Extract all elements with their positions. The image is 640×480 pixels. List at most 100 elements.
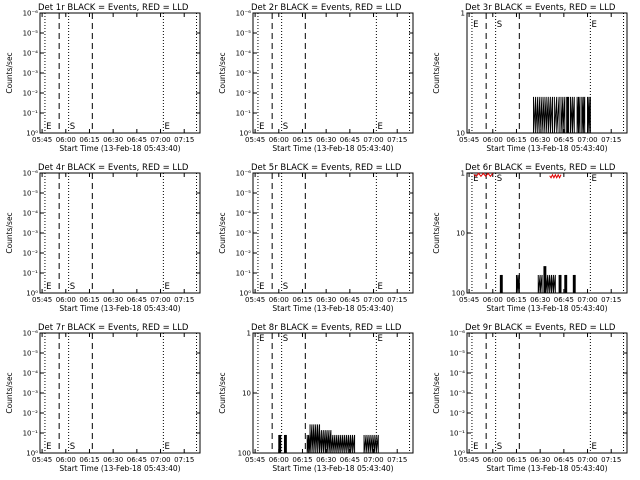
marker-e: E	[165, 122, 170, 132]
marker-e: E	[378, 122, 383, 132]
lld-series	[473, 172, 494, 178]
x-tick-label: 07:15	[387, 296, 407, 304]
x-tick-label: 07:00	[150, 136, 170, 144]
y-tick-label: 10⁰	[26, 290, 38, 298]
y-tick-label: 10⁻¹	[23, 270, 39, 278]
x-tick-label: 05:45	[32, 296, 52, 304]
x-tick-label: 05:45	[245, 136, 265, 144]
x-tick-label: 06:00	[483, 136, 503, 144]
y-tick-label: 1	[461, 170, 465, 178]
y-tick-label: 10⁻⁵	[23, 350, 39, 358]
x-tick-label: 07:15	[174, 296, 194, 304]
y-tick-label: 10⁰	[239, 290, 251, 298]
x-tick-label: 06:45	[554, 136, 574, 144]
y-tick-label: 10	[456, 230, 465, 238]
panel-title: Det 6r BLACK = Events, RED = LLD	[465, 163, 616, 173]
lld-series	[549, 173, 562, 179]
chart-panel-9: Det 9r BLACK = Events, RED = LLD 10⁰ 10⁻¹ 1…	[432, 323, 628, 473]
y-tick-label: 10⁻⁶	[23, 10, 39, 18]
marker-s: S	[497, 174, 502, 184]
x-tick-label: 07:15	[601, 296, 621, 304]
marker-e: E	[165, 282, 170, 292]
x-tick-label: 07:00	[150, 296, 170, 304]
y-tick-label: 10⁻⁵	[450, 350, 466, 358]
y-tick-label: 100	[238, 450, 251, 458]
x-tick-label: 06:00	[483, 296, 503, 304]
y-tick-label: 10⁻⁵	[23, 30, 39, 38]
x-axis-label: Start Time (13-Feb-18 05:43:40)	[59, 464, 180, 473]
x-tick-label: 06:15	[79, 136, 99, 144]
x-tick-label: 07:15	[601, 456, 621, 464]
marker-e: E	[473, 174, 478, 184]
marker-e: E	[259, 122, 264, 132]
panel-title: Det 4r BLACK = Events, RED = LLD	[38, 163, 189, 173]
events-series	[330, 434, 356, 454]
y-tick-label: 1	[461, 10, 465, 18]
chart-panel-2: Det 2r BLACK = Events, RED = LLD 10⁰ 10⁻¹ 1…	[218, 3, 414, 153]
y-tick-label: 10⁻¹	[236, 270, 252, 278]
y-axis-label: Counts/sec	[5, 212, 14, 253]
y-tick-label: 10⁻⁴	[236, 210, 252, 218]
x-tick-label: 06:15	[506, 456, 526, 464]
x-tick-label: 06:30	[530, 136, 550, 144]
y-axis-label: Counts/sec	[432, 212, 441, 253]
y-tick-label: 10⁻⁶	[236, 170, 252, 178]
x-tick-label: 05:45	[245, 296, 265, 304]
plot-frame	[466, 172, 628, 294]
x-tick-label: 06:15	[292, 456, 312, 464]
y-tick-label: 10⁰	[26, 450, 38, 458]
marker-s: S	[283, 122, 288, 132]
y-tick-label: 10⁻⁴	[450, 370, 466, 378]
y-tick-label: 10⁻³	[23, 230, 39, 238]
x-tick-label: 07:00	[577, 136, 597, 144]
x-tick-label: 06:00	[56, 136, 76, 144]
y-tick-label: 10⁻⁶	[23, 170, 39, 178]
x-tick-label: 06:30	[530, 296, 550, 304]
marker-e: E	[259, 282, 264, 292]
events-series	[572, 274, 576, 294]
y-axis-label: Counts/sec	[5, 372, 14, 413]
marker-s: S	[70, 442, 75, 452]
y-tick-label: 10⁻¹	[23, 430, 39, 438]
panel-title: Det 8r BLACK = Events, RED = LLD	[251, 323, 402, 333]
events-series	[515, 274, 520, 294]
plot-frame	[39, 172, 201, 294]
x-tick-label: 06:30	[316, 296, 336, 304]
x-tick-label: 06:30	[530, 456, 550, 464]
y-tick-label: 10⁻³	[236, 230, 252, 238]
x-tick-label: 06:30	[316, 456, 336, 464]
x-axis-label: Start Time (13-Feb-18 05:43:40)	[59, 144, 180, 153]
marker-s: S	[497, 442, 502, 452]
x-tick-label: 07:15	[174, 456, 194, 464]
y-tick-label: 10⁻³	[450, 390, 466, 398]
events-series	[319, 430, 332, 454]
chart-panel-4: Det 4r BLACK = Events, RED = LLD 10⁰ 10⁻¹ 1…	[5, 163, 201, 313]
events-series	[587, 96, 591, 134]
events-series	[569, 96, 575, 134]
x-tick-label: 06:45	[127, 456, 147, 464]
chart-panel-5: Det 5r BLACK = Events, RED = LLD 10⁰ 10⁻¹ 1…	[218, 163, 414, 313]
x-tick-label: 07:00	[363, 296, 383, 304]
events-series	[560, 96, 566, 134]
y-tick-label: 10⁻⁶	[236, 10, 252, 18]
y-tick-label: 10⁻²	[23, 250, 39, 258]
x-tick-label: 06:15	[79, 456, 99, 464]
x-tick-label: 06:15	[506, 296, 526, 304]
y-tick-label: 10⁻¹	[236, 110, 252, 118]
y-tick-label: 10⁻⁴	[23, 370, 39, 378]
panel-title: Det 9r BLACK = Events, RED = LLD	[465, 323, 616, 333]
events-series	[278, 434, 282, 454]
y-tick-label: 10⁻⁴	[236, 50, 252, 58]
x-axis-label: Start Time (13-Feb-18 05:43:40)	[272, 144, 393, 153]
marker-e: E	[46, 442, 51, 452]
x-tick-label: 05:45	[32, 136, 52, 144]
chart-panel-8: Det 8r BLACK = Events, RED = LLD 100 10 1 05…	[218, 323, 414, 473]
plot-frame	[252, 172, 414, 294]
marker-e: E	[473, 442, 478, 452]
y-tick-label: 10⁻⁶	[23, 330, 39, 338]
marker-e: E	[46, 282, 51, 292]
marker-e: E	[592, 442, 597, 452]
y-tick-label: 10⁰	[239, 130, 251, 138]
x-tick-label: 07:00	[363, 456, 383, 464]
marker-e: E	[592, 20, 597, 30]
